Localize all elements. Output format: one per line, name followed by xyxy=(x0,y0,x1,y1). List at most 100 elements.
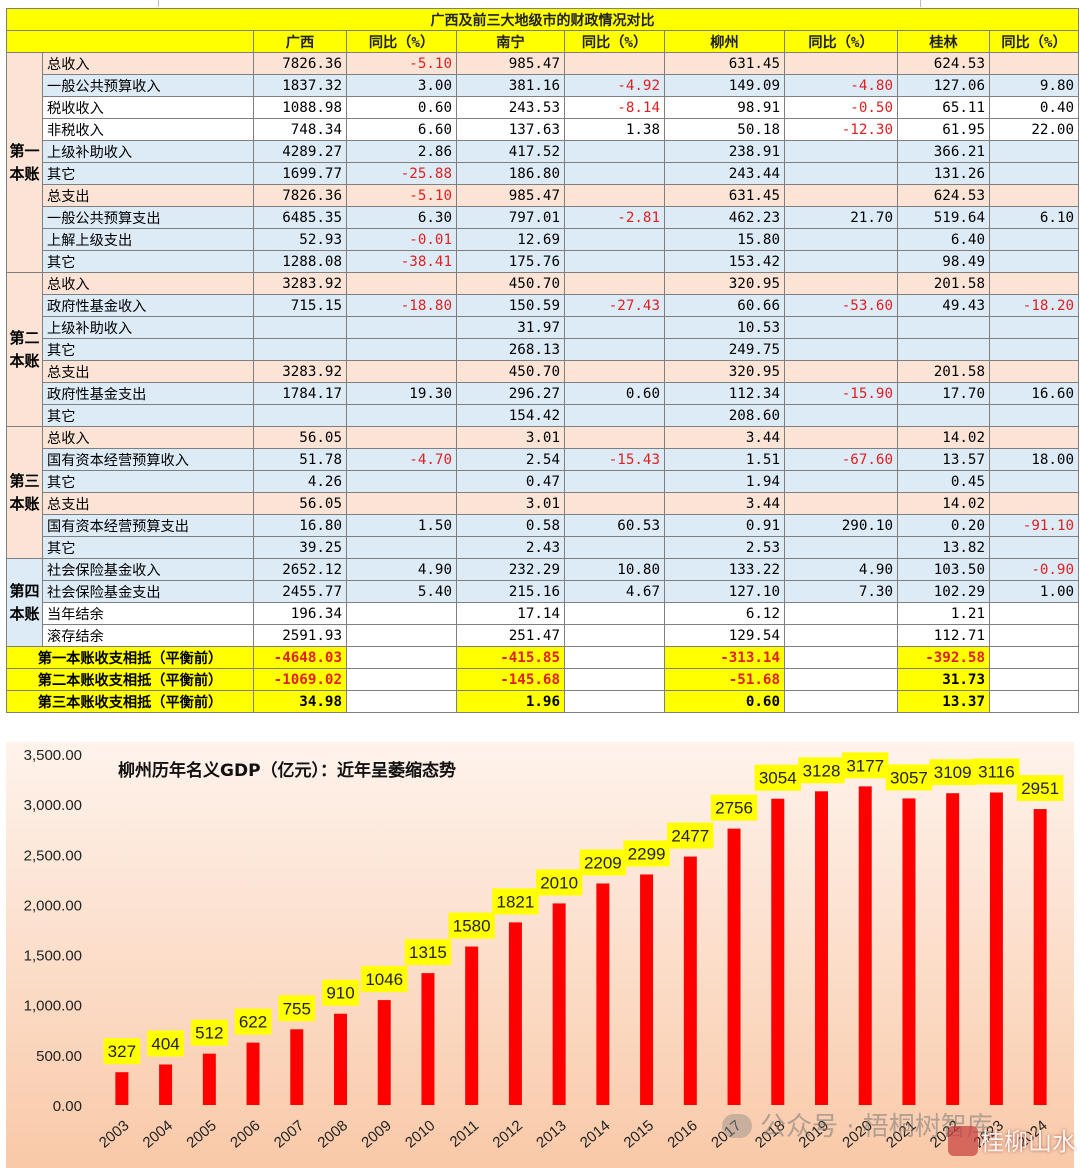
value-cell xyxy=(988,602,1080,625)
table-row: 其它 1288.08 -38.41 175.76 153.42 98.49 xyxy=(7,250,1080,273)
row-label: 总支出 xyxy=(42,184,254,207)
value-cell: 65.11 xyxy=(897,96,990,119)
value-cell: 450.70 xyxy=(456,272,565,295)
data-label: 622 xyxy=(239,1013,267,1032)
table-row: 国有资本经营预算支出 16.80 1.50 0.58 60.53 0.91 290.10 0.… xyxy=(7,514,1080,537)
balance-row: 第一本账收支相抵（平衡前） -4648.03 -415.85 -313.14 -392.… xyxy=(6,646,1080,669)
value-cell xyxy=(988,426,1080,449)
balance-value: -392.58 xyxy=(897,646,990,669)
value-cell xyxy=(784,272,898,295)
value-cell: 4.90 xyxy=(346,558,457,581)
value-cell xyxy=(784,184,898,207)
value-cell: 290.10 xyxy=(784,514,898,537)
value-cell xyxy=(784,404,898,427)
value-cell xyxy=(564,272,665,295)
balance-value: -4648.03 xyxy=(253,646,347,669)
value-cell xyxy=(564,52,665,75)
table-row: 第三本账 总收入 56.05 3.01 3.44 14.02 xyxy=(6,426,1080,559)
value-cell xyxy=(564,492,665,515)
value-cell: 31.97 xyxy=(456,316,565,339)
table-row: 其它 39.25 2.43 2.53 13.82 xyxy=(7,536,1080,559)
data-label-box xyxy=(147,1030,184,1057)
value-cell: 1.00 xyxy=(988,580,1080,603)
value-cell: 0.60 xyxy=(564,382,665,405)
table-row: 国有资本经营预算收入 51.78 -4.70 2.54 -15.43 1.51 -67.60… xyxy=(7,448,1080,471)
data-label-box xyxy=(1016,775,1064,802)
data-label-box xyxy=(929,759,976,786)
row-label: 政府性基金收入 xyxy=(42,294,254,317)
table-row: 一般公共预算收入 1837.32 3.00 381.16 -4.92 149.09 -4.8… xyxy=(7,74,1080,97)
value-cell xyxy=(564,360,665,383)
balance-value: -51.68 xyxy=(664,668,785,691)
value-cell: 249.75 xyxy=(664,338,785,361)
row-label: 国有资本经营预算支出 xyxy=(42,514,254,537)
value-cell xyxy=(988,316,1080,339)
value-cell xyxy=(564,316,665,339)
value-cell: 1784.17 xyxy=(253,382,347,405)
bar xyxy=(946,793,960,1105)
value-cell xyxy=(988,140,1080,163)
row-label: 总收入 xyxy=(42,426,254,449)
value-cell: 22.00 xyxy=(988,118,1080,141)
value-cell: 251.47 xyxy=(456,624,565,647)
data-label: 1046 xyxy=(365,970,403,989)
header-corner xyxy=(6,30,254,53)
table-row: 政府性基金支出 1784.17 19.30 296.27 0.60 112.34 -15.9… xyxy=(7,382,1080,405)
value-cell: -0.50 xyxy=(784,96,898,119)
value-cell: 3.01 xyxy=(456,426,565,449)
data-label-box xyxy=(885,764,933,791)
row-label: 总收入 xyxy=(42,52,254,75)
table-row: 上解上级支出 52.93 -0.01 12.69 15.80 6.40 xyxy=(7,228,1080,251)
blank-cell xyxy=(564,668,665,691)
data-label: 2951 xyxy=(1021,779,1059,798)
wechat-icon xyxy=(722,1114,752,1138)
data-label: 3054 xyxy=(759,769,797,788)
value-cell: -0.90 xyxy=(988,558,1080,581)
value-cell: 208.60 xyxy=(664,404,785,427)
data-label: 327 xyxy=(108,1042,136,1061)
table-row: 上级补助收入 4289.27 2.86 417.52 238.91 366.21 xyxy=(7,140,1080,163)
value-cell: 60.53 xyxy=(564,514,665,537)
bar xyxy=(727,828,741,1105)
blank-cell xyxy=(564,646,665,669)
table-row: 第一本账 总收入 7826.36 -5.10 985.47 631.45 624.53 xyxy=(6,52,1080,273)
value-cell xyxy=(253,316,347,339)
top-strip-cell xyxy=(920,0,1080,7)
value-cell xyxy=(346,426,457,449)
value-cell xyxy=(564,140,665,163)
row-label: 总支出 xyxy=(42,360,254,383)
value-cell xyxy=(988,162,1080,185)
row-label: 上解上级支出 xyxy=(42,228,254,251)
watermark-logo: 桂柳山水 xyxy=(948,1122,1076,1157)
value-cell: 232.29 xyxy=(456,558,565,581)
value-cell: -2.81 xyxy=(564,206,665,229)
value-cell: 0.60 xyxy=(346,96,457,119)
value-cell: -38.41 xyxy=(346,250,457,273)
bar xyxy=(1033,809,1047,1105)
balance-value: 31.73 xyxy=(897,668,990,691)
value-cell xyxy=(564,228,665,251)
value-cell: 102.29 xyxy=(897,580,990,603)
table-row: 上级补助收入 31.97 10.53 xyxy=(7,316,1080,339)
row-label: 社会保险基金收入 xyxy=(42,558,254,581)
balance-label: 第一本账收支相抵（平衡前） xyxy=(6,646,254,669)
value-cell: -4.70 xyxy=(346,448,457,471)
value-cell: 98.91 xyxy=(664,96,785,119)
balance-row: 第二本账收支相抵（平衡前） -1069.02 -145.68 -51.68 31.73 xyxy=(6,668,1080,691)
value-cell xyxy=(346,272,457,295)
balance-value: 0.60 xyxy=(664,690,785,713)
value-cell: 50.18 xyxy=(664,118,785,141)
bar xyxy=(465,946,479,1105)
data-label-box xyxy=(535,869,583,896)
value-cell xyxy=(784,228,898,251)
value-cell: 7826.36 xyxy=(253,184,347,207)
row-label: 总支出 xyxy=(42,492,254,515)
table-row: 总支出 56.05 3.01 3.44 14.02 xyxy=(7,492,1080,515)
blank-cell xyxy=(988,668,1080,691)
bar xyxy=(596,883,610,1105)
row-label: 滚存结余 xyxy=(42,624,254,647)
value-cell xyxy=(897,404,990,427)
data-label-box xyxy=(579,849,627,876)
value-cell xyxy=(784,140,898,163)
value-cell: 268.13 xyxy=(456,338,565,361)
